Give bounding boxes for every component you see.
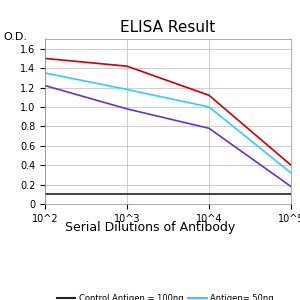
- Legend: Control Antigen = 100ng, Antigen= 10ng, Antigen= 50ng, Antigen= 100ng: Control Antigen = 100ng, Antigen= 10ng, …: [57, 294, 279, 300]
- Text: O.D.: O.D.: [3, 32, 27, 41]
- Text: Serial Dilutions of Antibody: Serial Dilutions of Antibody: [65, 220, 235, 233]
- Title: ELISA Result: ELISA Result: [120, 20, 216, 35]
